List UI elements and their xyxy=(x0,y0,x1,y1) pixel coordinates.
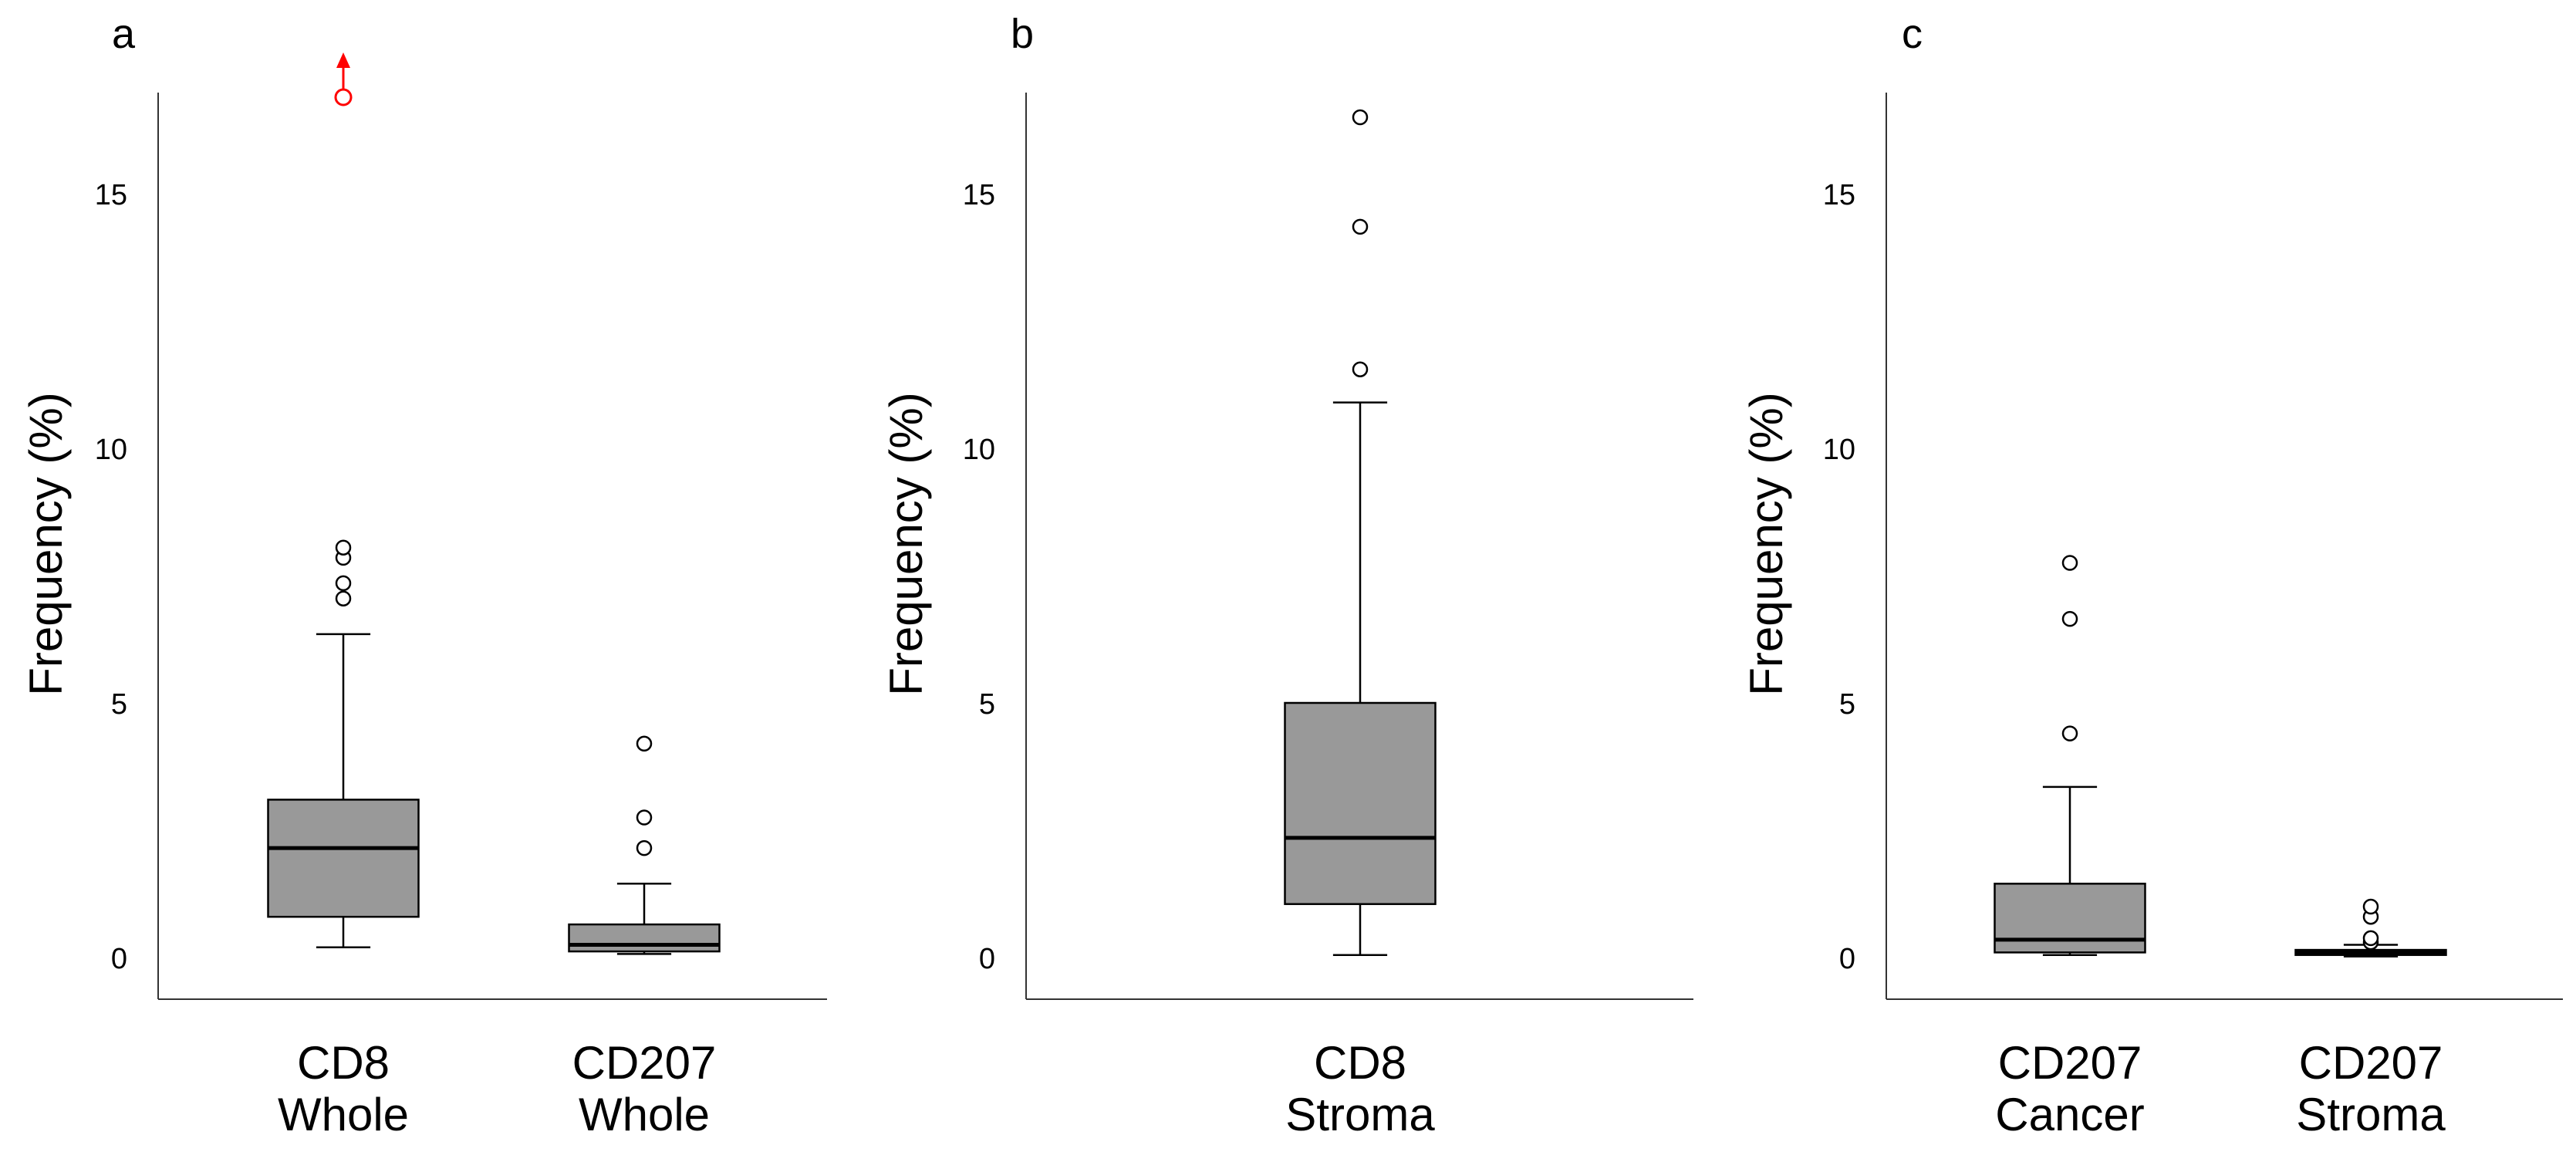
y-tick-label: 5 xyxy=(111,688,127,721)
x-category-label-line1: CD8 xyxy=(1314,1037,1406,1089)
panel-label: c xyxy=(1902,11,1923,57)
outlier-point xyxy=(2061,610,2078,627)
y-axis-label: Frequency (%) xyxy=(880,392,932,695)
y-tick-label: 15 xyxy=(963,179,995,211)
panel-label: b xyxy=(1011,11,1034,57)
outlier-point xyxy=(1352,361,1369,377)
x-category-label-line2: Stroma xyxy=(1285,1089,1435,1140)
y-tick-label: 0 xyxy=(111,943,127,975)
offscale-outlier-point xyxy=(334,88,353,106)
y-tick-label: 10 xyxy=(95,434,127,466)
outlier-point xyxy=(2362,898,2379,915)
box-body xyxy=(1994,883,2146,954)
y-tick-label: 10 xyxy=(963,434,995,466)
offscale-arrow-head xyxy=(336,52,350,68)
y-axis-label: Frequency (%) xyxy=(1740,392,1792,695)
x-category-label-line2: Whole xyxy=(278,1089,409,1140)
x-category-label-line1: CD8 xyxy=(297,1037,390,1089)
y-tick-label: 0 xyxy=(1839,943,1855,975)
outlier-point xyxy=(335,539,352,556)
x-category-label-line1: CD207 xyxy=(572,1037,717,1089)
y-tick-label: 5 xyxy=(979,688,995,721)
outlier-point xyxy=(636,809,653,826)
box-cd207-cancer xyxy=(1994,555,2146,956)
y-tick-label: 15 xyxy=(1823,179,1855,211)
box-body xyxy=(1284,701,1437,905)
y-tick-label: 0 xyxy=(979,943,995,975)
box-cd8-whole xyxy=(267,52,420,949)
y-tick-label: 15 xyxy=(95,179,127,211)
box-body xyxy=(568,923,721,953)
box-cd207-stroma xyxy=(2294,898,2447,958)
x-category-label-line2: Cancer xyxy=(1995,1089,2144,1140)
x-category-label-line1: CD207 xyxy=(2299,1037,2443,1089)
x-category-label-line2: Stroma xyxy=(2296,1089,2446,1140)
box-cd8-stroma xyxy=(1284,109,1437,956)
y-tick-label: 5 xyxy=(1839,688,1855,721)
y-tick-label: 10 xyxy=(1823,434,1855,466)
outlier-point xyxy=(1352,109,1369,126)
box-cd207-whole xyxy=(568,735,721,955)
outlier-point xyxy=(636,839,653,856)
outlier-point xyxy=(2362,930,2379,947)
x-category-label-line1: CD207 xyxy=(1998,1037,2142,1089)
box-body xyxy=(267,799,420,918)
outlier-point xyxy=(636,735,653,752)
outlier-point xyxy=(335,590,352,606)
panel-label: a xyxy=(112,11,136,57)
outlier-point xyxy=(335,575,352,592)
y-axis-label: Frequency (%) xyxy=(20,392,72,695)
outlier-point xyxy=(2061,725,2078,741)
outlier-point xyxy=(1352,218,1369,235)
outlier-point xyxy=(2061,555,2078,571)
x-category-label-line2: Whole xyxy=(579,1089,710,1140)
